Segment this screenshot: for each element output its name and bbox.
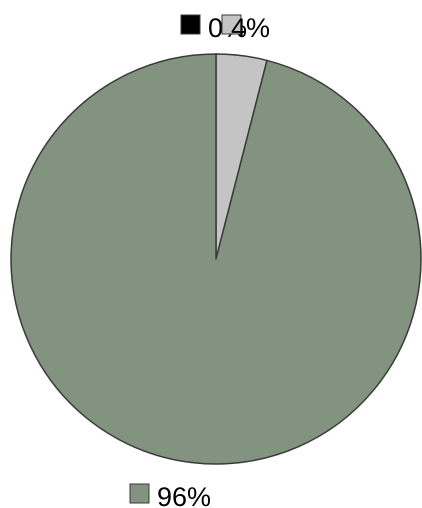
slice-labels: 0%4%96% (129, 13, 270, 508)
legend-swatch-1 (180, 14, 201, 35)
legend-swatch-3 (129, 483, 150, 504)
slice-label-2: 4% (231, 13, 270, 43)
pie-slice-3 (10, 53, 422, 465)
slice-label-3: 96% (157, 482, 211, 508)
pie-slices (10, 53, 422, 465)
legend-swatch-2 (221, 14, 242, 35)
